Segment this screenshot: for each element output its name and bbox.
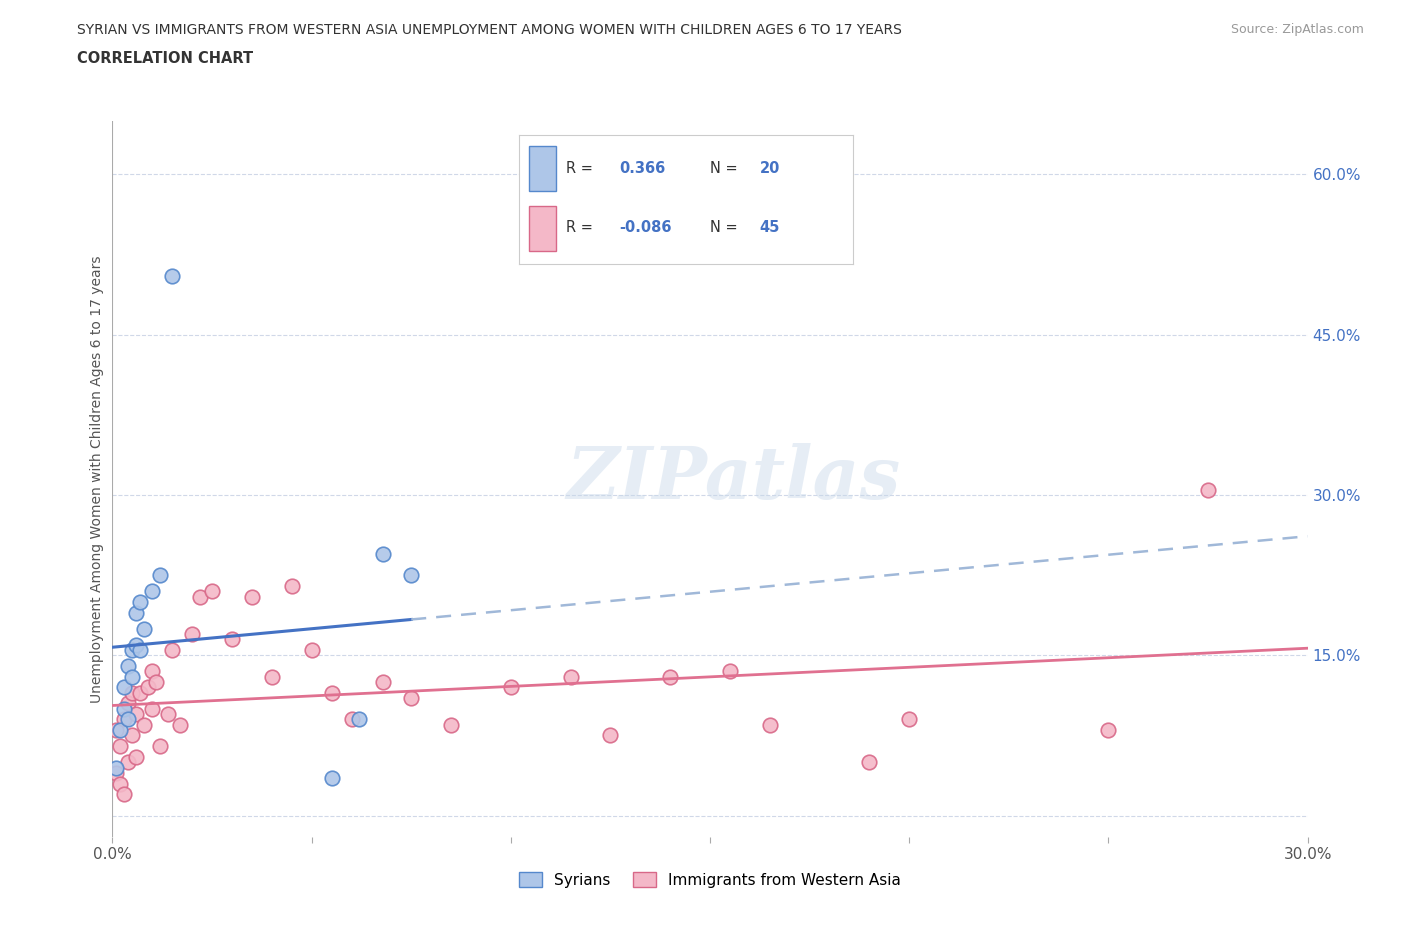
Point: [1197, 482, 1219, 497]
Point: [659, 670, 682, 684]
Point: [301, 643, 323, 658]
Point: [121, 728, 143, 743]
Point: [858, 755, 880, 770]
Point: [221, 631, 243, 646]
Point: [125, 750, 148, 764]
Point: [599, 728, 621, 743]
Point: [110, 738, 132, 753]
Point: [114, 787, 135, 802]
Point: [321, 771, 343, 786]
Point: [321, 685, 343, 700]
Point: [105, 760, 128, 775]
Legend: Syrians, Immigrants from Western Asia: Syrians, Immigrants from Western Asia: [513, 866, 907, 894]
Point: [188, 589, 211, 604]
Point: [117, 712, 139, 727]
Point: [162, 643, 183, 658]
Point: [121, 670, 143, 684]
Y-axis label: Unemployment Among Women with Children Ages 6 to 17 years: Unemployment Among Women with Children A…: [90, 255, 104, 703]
Point: [117, 696, 139, 711]
Point: [125, 707, 148, 722]
Point: [110, 723, 132, 737]
Point: [138, 680, 160, 695]
Point: [117, 755, 139, 770]
Point: [141, 701, 163, 716]
Point: [121, 685, 143, 700]
Text: SYRIAN VS IMMIGRANTS FROM WESTERN ASIA UNEMPLOYMENT AMONG WOMEN WITH CHILDREN AG: SYRIAN VS IMMIGRANTS FROM WESTERN ASIA U…: [77, 23, 903, 37]
Point: [105, 765, 128, 780]
Point: [149, 738, 172, 753]
Point: [129, 643, 152, 658]
Point: [898, 712, 921, 727]
Point: [157, 707, 180, 722]
Point: [340, 712, 363, 727]
Point: [141, 584, 163, 599]
Point: [349, 712, 371, 727]
Point: [181, 627, 204, 642]
Point: [125, 637, 148, 652]
Point: [121, 643, 143, 658]
Point: [440, 717, 463, 732]
Point: [114, 680, 135, 695]
Point: [759, 717, 782, 732]
Point: [260, 670, 283, 684]
Point: [240, 589, 263, 604]
Point: [110, 777, 132, 791]
Point: [281, 578, 304, 593]
Point: [401, 691, 423, 706]
Point: [114, 701, 135, 716]
Point: [373, 674, 395, 689]
Point: [560, 670, 582, 684]
Point: [499, 680, 522, 695]
Point: [129, 685, 152, 700]
Point: [134, 621, 156, 636]
Point: [141, 664, 163, 679]
Point: [114, 712, 135, 727]
Point: [134, 717, 156, 732]
Point: [201, 584, 224, 599]
Point: [1097, 723, 1119, 737]
Text: Source: ZipAtlas.com: Source: ZipAtlas.com: [1230, 23, 1364, 36]
Point: [129, 594, 152, 609]
Point: [149, 567, 172, 582]
Point: [105, 723, 128, 737]
Text: ZIPatlas: ZIPatlas: [567, 444, 901, 514]
Point: [718, 664, 741, 679]
Point: [401, 567, 423, 582]
Point: [373, 546, 395, 561]
Point: [162, 269, 183, 284]
Point: [145, 674, 167, 689]
Point: [169, 717, 191, 732]
Point: [117, 658, 139, 673]
Point: [125, 605, 148, 620]
Text: CORRELATION CHART: CORRELATION CHART: [77, 51, 253, 66]
